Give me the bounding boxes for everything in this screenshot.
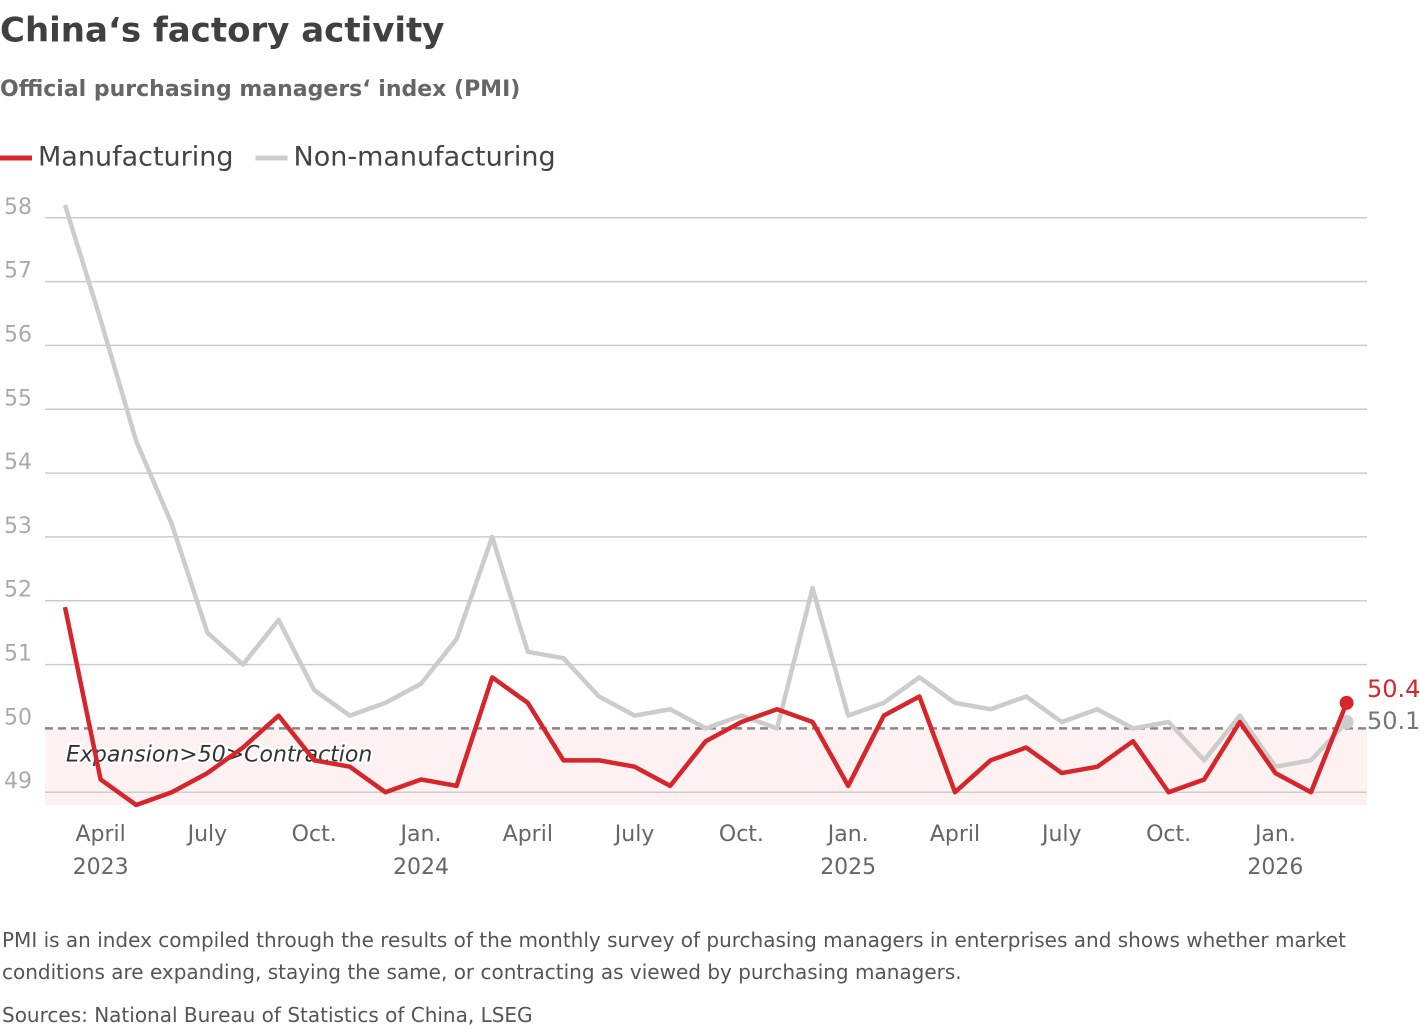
x-tick-label: Oct.: [1146, 822, 1191, 847]
chart-subtitle: Official purchasing managers‘ index (PMI…: [0, 77, 520, 102]
value-label: 50.1: [1367, 707, 1420, 735]
legend-label: Manufacturing: [38, 142, 234, 173]
y-tick-label: 52: [4, 578, 32, 603]
x-tick-label: Jan. 2024: [393, 822, 449, 880]
y-tick-label: 51: [4, 642, 32, 667]
x-tick-label: Jan. 2026: [1247, 822, 1303, 880]
y-tick-label: 50: [4, 705, 32, 730]
series-line: [62, 204, 1349, 769]
end-point: [1339, 715, 1354, 730]
x-tick-label: April: [930, 822, 980, 847]
chart: China‘s factory activity Official purcha…: [0, 11, 1420, 880]
y-tick-label: 54: [4, 450, 32, 475]
series-line: [62, 606, 1349, 808]
x-tick-label: Oct.: [719, 822, 764, 847]
x-tick-label: July: [186, 822, 228, 847]
y-tick-label: 56: [4, 322, 32, 347]
x-tick-label: July: [1040, 822, 1082, 847]
value-label: 50.4: [1367, 675, 1420, 703]
end-point: [1339, 695, 1354, 710]
x-tick-label: July: [613, 822, 655, 847]
source: Sources: National Bureau of Statistics o…: [2, 1003, 533, 1027]
legend-label: Non-manufacturing: [294, 142, 556, 173]
y-tick-label: 49: [4, 769, 32, 794]
chart-title: China‘s factory activity: [0, 11, 444, 51]
x-tick-label: Jan. 2025: [820, 822, 876, 880]
x-tick-label: Oct.: [292, 822, 337, 847]
y-tick-label: 53: [4, 514, 32, 539]
y-tick-label: 58: [4, 195, 32, 220]
y-tick-label: 57: [4, 259, 32, 284]
x-tick-label: April: [503, 822, 553, 847]
y-tick-label: 55: [4, 386, 32, 411]
x-tick-label: April 2023: [73, 822, 129, 880]
note: PMI is an index compiled through the res…: [2, 928, 1346, 984]
